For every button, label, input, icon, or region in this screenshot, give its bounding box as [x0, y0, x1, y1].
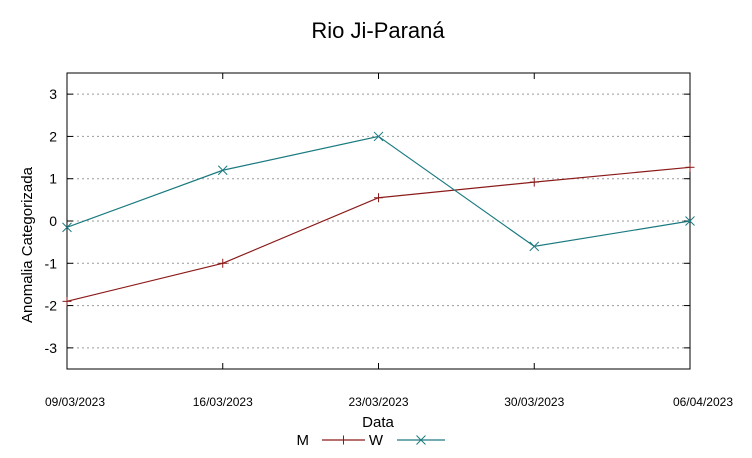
x-tick-label: 09/03/2023 [45, 395, 105, 409]
legend-m-label: M [297, 432, 310, 449]
x-axis: 09/03/2023 16/03/2023 23/03/2023 30/03/2023… [45, 73, 733, 409]
series-m [62, 162, 695, 306]
legend-m: M [297, 432, 365, 449]
series-w-point [685, 216, 695, 226]
x-tick-label: 30/03/2023 [504, 395, 564, 409]
y-tick-label: -3 [45, 340, 58, 356]
y-axis: -3 -2 -1 0 1 2 3 [45, 86, 690, 356]
series-m-point [62, 296, 72, 306]
y-tick-label: -2 [45, 298, 58, 314]
series-w-line [66, 135, 691, 248]
series-group [62, 131, 695, 306]
legend-m-marker [339, 435, 348, 445]
x-tick-label: 16/03/2023 [193, 395, 253, 409]
y-axis-label: Anomalia Categorizada [19, 166, 36, 323]
legend-w: W [369, 432, 445, 449]
y-tick-label: 2 [49, 128, 57, 144]
legend-w-marker [416, 435, 426, 445]
legend-w-label: W [369, 432, 384, 449]
series-w-point [373, 131, 384, 142]
y-tick-label: 1 [49, 171, 57, 187]
series-m-point [374, 193, 383, 203]
chart-title: Rio Ji-Paraná [311, 18, 445, 43]
series-m-point [529, 177, 539, 187]
series-m-line [66, 166, 691, 302]
x-tick-label: 06/04/2023 [673, 395, 733, 409]
grid [67, 93, 690, 349]
x-axis-label: Data [362, 414, 394, 431]
x-tick-label: 23/03/2023 [348, 395, 408, 409]
series-w-point [529, 241, 540, 252]
series-w-point [217, 165, 228, 176]
y-tick-label: -1 [45, 255, 58, 271]
series-m-point [218, 258, 228, 268]
series-w-point [62, 222, 72, 233]
series-w [62, 131, 695, 252]
y-tick-label: 0 [49, 213, 57, 229]
y-tick-label: 3 [49, 86, 57, 102]
series-m-point [685, 162, 695, 172]
